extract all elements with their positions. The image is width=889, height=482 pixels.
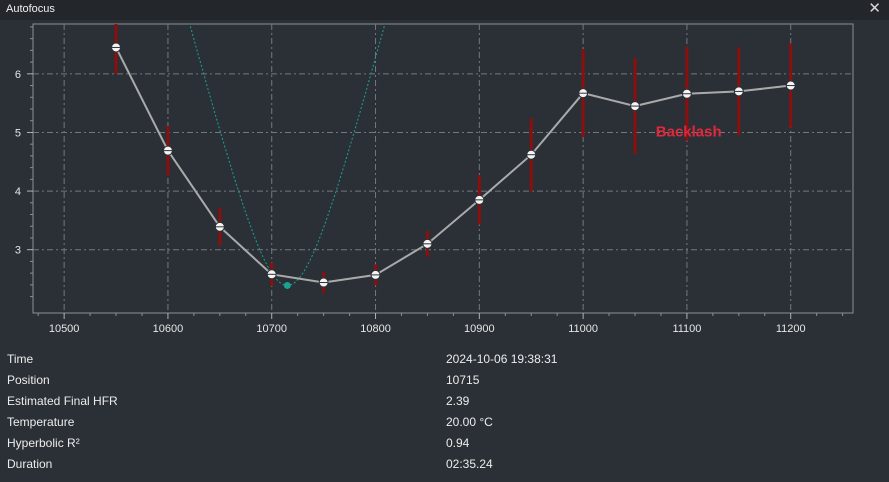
fit-minimum-point (283, 281, 291, 289)
info-value: 2.39 (446, 394, 470, 408)
x-tick-label: 11200 (776, 323, 806, 335)
info-value: 20.00 °C (446, 415, 493, 429)
x-tick-label: 10600 (153, 323, 184, 335)
info-row: Time 2024-10-06 19:38:31 (0, 352, 889, 373)
info-label: Hyperbolic R² (7, 436, 80, 450)
backlash-annotation: Backlash (656, 124, 722, 141)
x-tick-label: 10500 (49, 323, 80, 335)
y-tick-label: 5 (15, 127, 21, 139)
info-row: Temperature 20.00 °C (0, 415, 889, 436)
x-tick-label: 11000 (568, 323, 598, 335)
info-value: 02:35.24 (446, 457, 493, 471)
info-row: Position 10715 (0, 373, 889, 394)
y-tick-label: 6 (15, 69, 21, 81)
info-value: 0.94 (446, 436, 470, 450)
info-row: Hyperbolic R² 0.94 (0, 436, 889, 457)
info-label: Temperature (7, 415, 75, 429)
plot-area (32, 23, 854, 314)
x-tick-label: 11100 (672, 323, 701, 335)
info-value: 10715 (446, 373, 480, 387)
x-tick-label: 10800 (360, 323, 391, 335)
info-label: Time (7, 352, 34, 366)
y-tick-label: 3 (15, 245, 21, 257)
info-label: Duration (7, 457, 53, 471)
info-row: Duration 02:35.24 (0, 457, 889, 478)
x-tick-label: 10700 (256, 323, 287, 335)
info-label: Estimated Final HFR (7, 394, 118, 408)
close-icon[interactable]: ✕ (868, 0, 881, 17)
autofocus-chart: 10500 10600 10700 10800 10900 11000 11100 11200… (15, 23, 854, 335)
window-titlebar: Autofocus ✕ (0, 0, 889, 20)
x-tick-label: 10900 (464, 323, 495, 335)
info-label: Position (7, 373, 50, 387)
info-row: Estimated Final HFR 2.39 (0, 394, 889, 415)
hfr-line (115, 46, 791, 284)
window-title: Autofocus (6, 3, 55, 15)
info-value: 2024-10-06 19:38:31 (446, 352, 558, 366)
y-tick-label: 4 (15, 186, 21, 198)
